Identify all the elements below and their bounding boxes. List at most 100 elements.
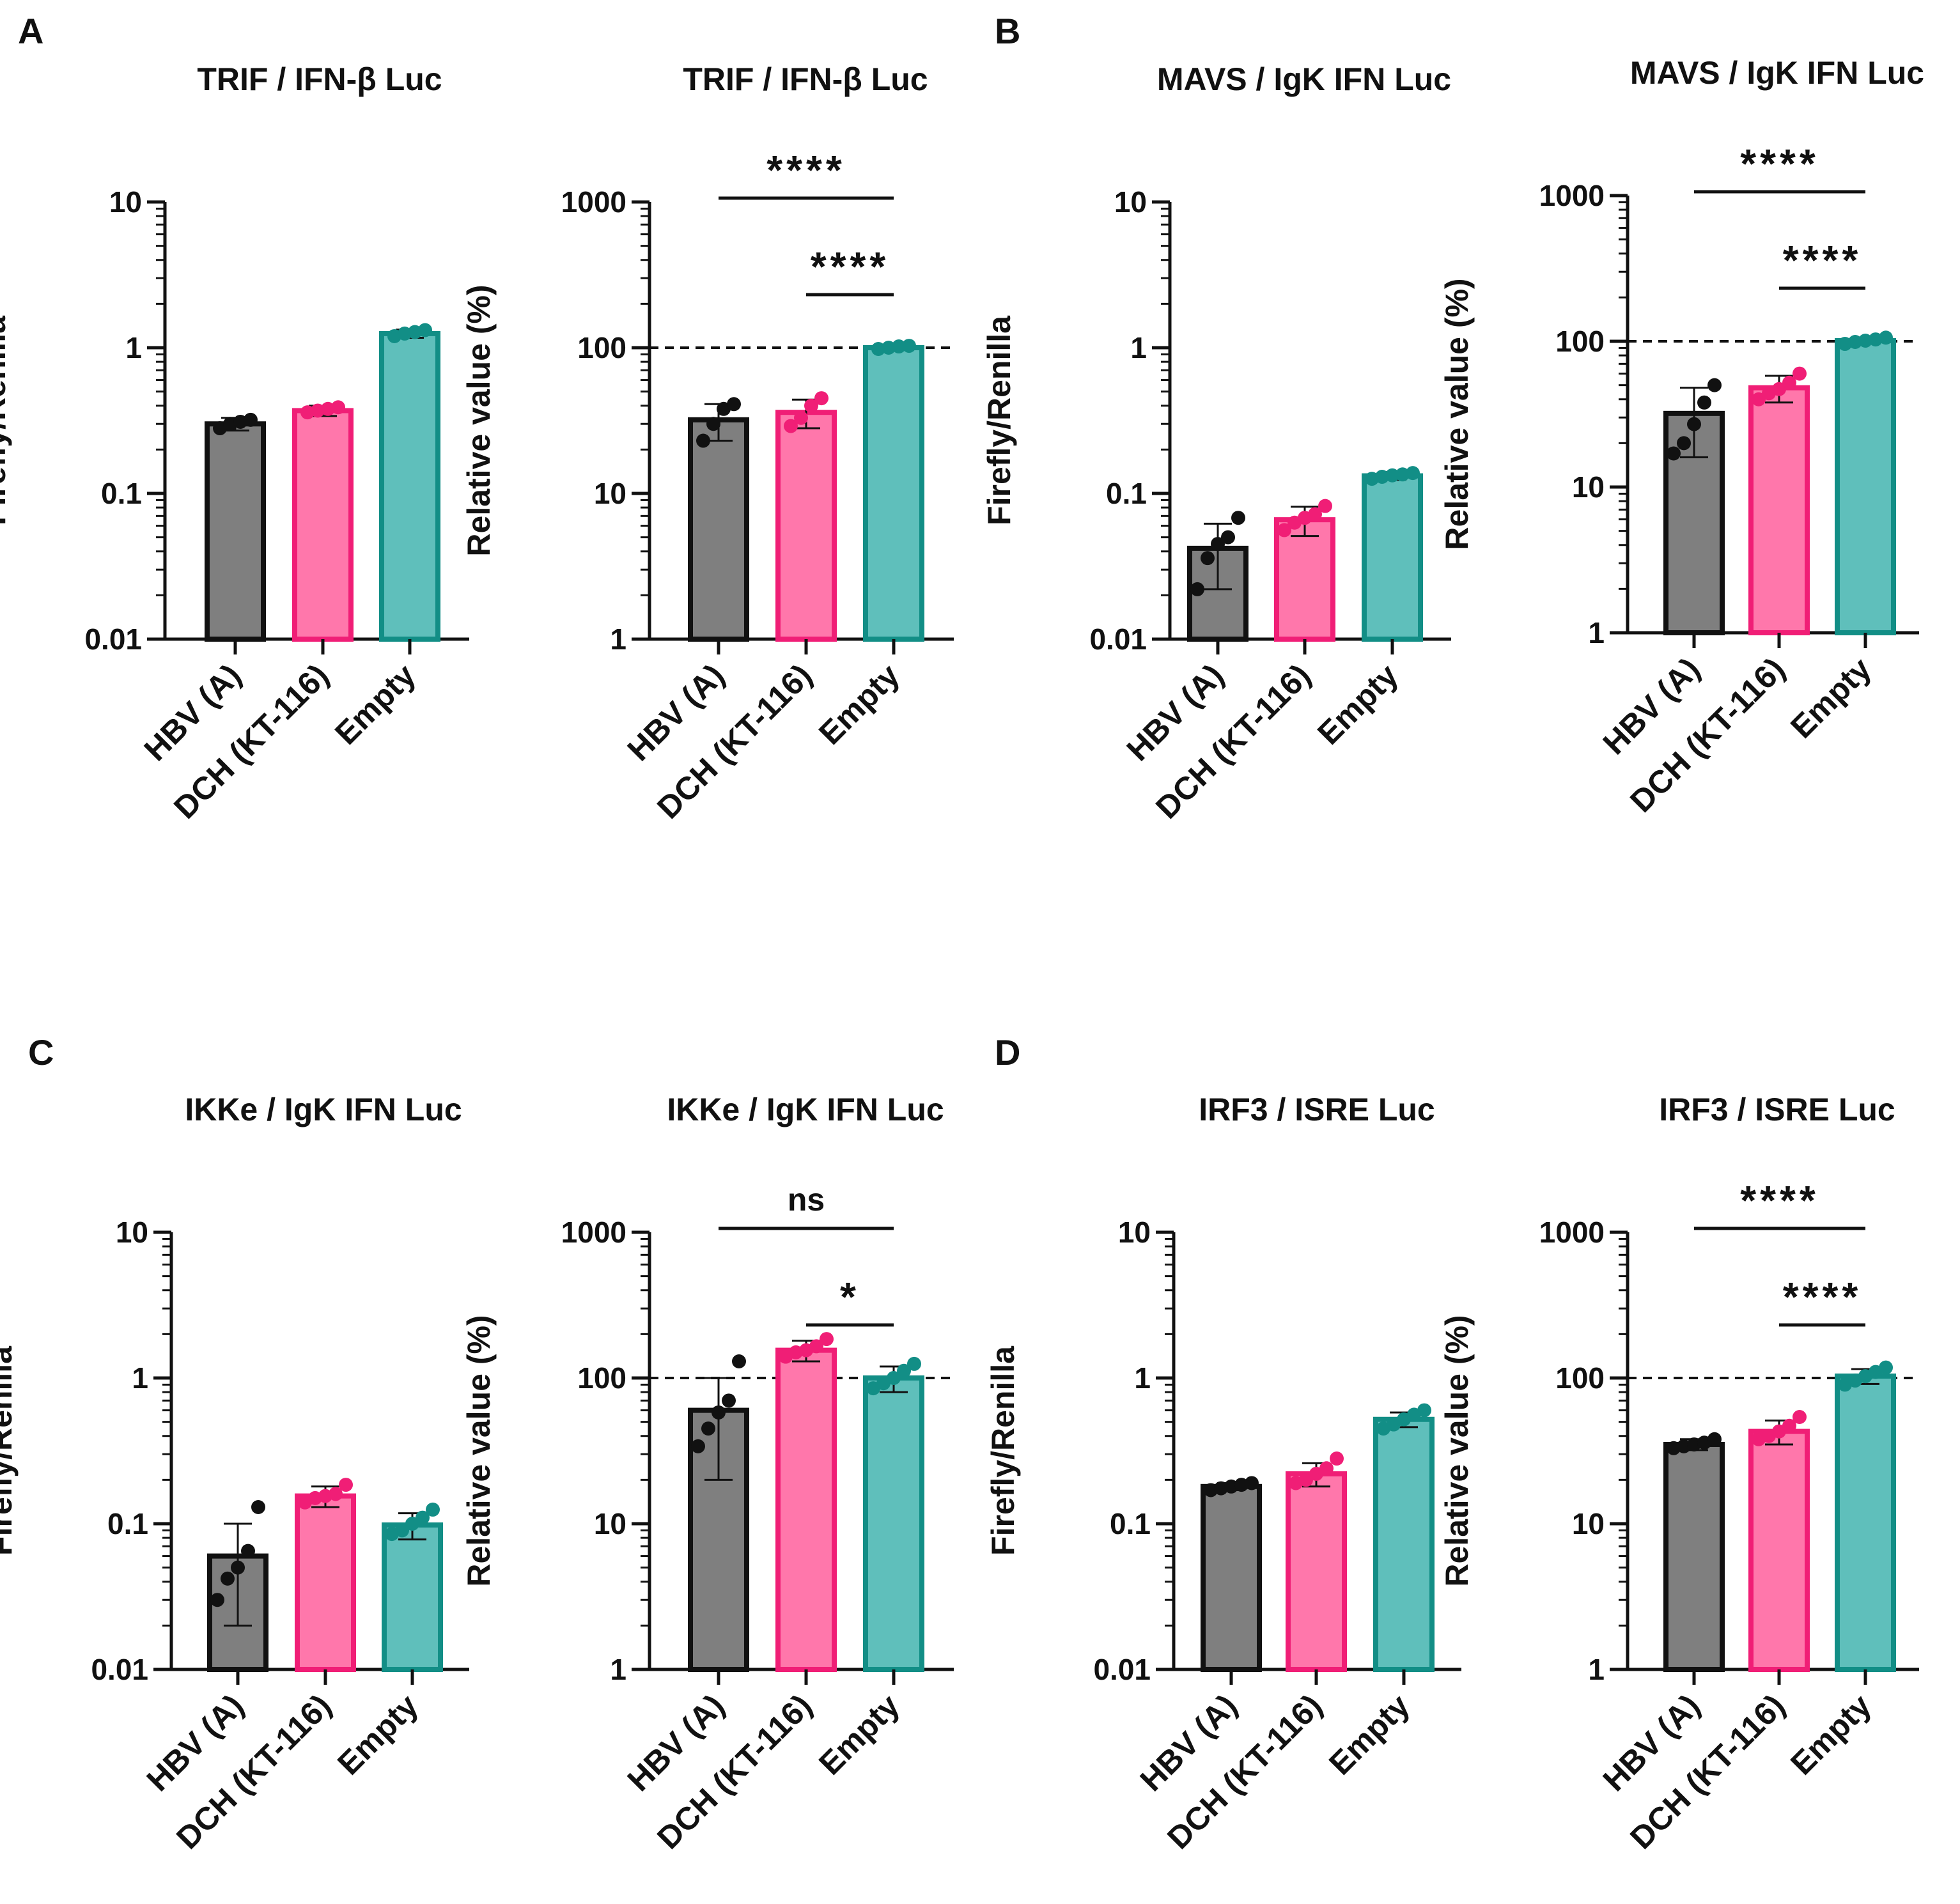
x-tick-label: DCH (KT-116) xyxy=(169,1687,338,1856)
bar-1 xyxy=(1274,517,1335,642)
bar-0 xyxy=(1201,1483,1262,1672)
y-tick-label: 0.01 xyxy=(84,623,142,656)
bar-2 xyxy=(863,1375,924,1672)
data-point xyxy=(1221,530,1235,545)
x-tick-label: Empty xyxy=(1322,1687,1417,1782)
bar-1 xyxy=(1748,385,1810,635)
bar-2 xyxy=(1362,473,1423,642)
y-tick-label: 1 xyxy=(132,1361,148,1395)
y-axis-label: Firefly/Renilla xyxy=(0,315,12,525)
significance-label: **** xyxy=(766,147,846,193)
bar-2 xyxy=(382,1522,443,1673)
chart-title: MAVS / IgK IFN Luc xyxy=(1157,61,1451,97)
significance-label: **** xyxy=(1740,141,1819,187)
chart-D-relative: IRF3 / ISRE Luc Relative value (%) 1 10 100 1… xyxy=(1439,1092,1919,1856)
y-axis-label: Relative value (%) xyxy=(1439,278,1475,550)
data-point xyxy=(732,1354,746,1369)
data-point xyxy=(416,1510,430,1525)
chart-title: TRIF / IFN-β Luc xyxy=(683,61,928,97)
y-axis-label: Firefly/Renilla xyxy=(981,315,1017,525)
x-tick-label: Empty xyxy=(1311,657,1405,752)
data-point xyxy=(1677,436,1691,451)
data-point xyxy=(1245,1476,1259,1490)
data-point xyxy=(1697,395,1711,410)
data-point xyxy=(871,342,885,357)
data-point xyxy=(231,1560,245,1575)
data-point xyxy=(1667,446,1681,461)
chart-title: IKKe / IgK IFN Luc xyxy=(667,1092,944,1127)
data-point xyxy=(892,339,906,354)
x-tick-label: Empty xyxy=(1784,651,1878,745)
y-tick-label: 1000 xyxy=(1539,1216,1605,1249)
data-point xyxy=(727,397,741,412)
y-tick-label: 0.01 xyxy=(91,1653,148,1686)
data-point xyxy=(814,391,828,406)
y-tick-label: 1 xyxy=(1130,331,1147,364)
y-tick-label: 1 xyxy=(610,623,626,656)
chart-B-relative: MAVS / IgK IFN Luc Relative value (%) 1 10 1… xyxy=(1439,55,1924,819)
y-tick-label: 10 xyxy=(1118,1216,1151,1249)
y-tick-label: 100 xyxy=(577,1361,626,1395)
chart-C-absolute: IKKe / IgK IFN Luc Firefly/Renilla 0.01 0.1… xyxy=(0,1092,469,1856)
data-point xyxy=(1782,1418,1796,1433)
chart-title: IRF3 / ISRE Luc xyxy=(1659,1092,1895,1127)
y-tick-label: 1000 xyxy=(561,1216,626,1249)
bar-2 xyxy=(1835,338,1896,635)
bar-2 xyxy=(863,345,924,642)
x-tick-label: DCH (KT-116) xyxy=(650,657,819,826)
data-point xyxy=(1772,382,1786,396)
x-tick-label: Empty xyxy=(812,657,906,752)
data-point xyxy=(244,412,258,427)
data-point xyxy=(426,1502,440,1517)
data-point xyxy=(251,1500,265,1515)
data-point xyxy=(1848,334,1862,349)
data-point xyxy=(1687,417,1701,431)
chart-D-absolute: IRF3 / ISRE Luc Firefly/Renilla 0.01 0.1 1 10… xyxy=(985,1092,1461,1856)
y-axis-label: Firefly/Renilla xyxy=(985,1345,1021,1556)
data-point xyxy=(405,1517,419,1531)
data-point xyxy=(1318,499,1332,513)
y-tick-label: 100 xyxy=(577,331,626,364)
data-point xyxy=(1417,1403,1431,1418)
data-point xyxy=(1299,1473,1313,1487)
bar-0 xyxy=(688,417,749,642)
bar-2 xyxy=(1373,1416,1435,1672)
data-point xyxy=(1752,392,1766,406)
data-point xyxy=(820,1332,834,1347)
data-point xyxy=(1858,334,1872,348)
y-tick-label: 10 xyxy=(1114,185,1147,219)
bar-1 xyxy=(1286,1471,1347,1673)
significance-label: ns xyxy=(788,1182,825,1218)
bar-0 xyxy=(1663,1441,1725,1672)
bar-2 xyxy=(1835,1374,1896,1672)
y-tick-label: 1 xyxy=(610,1653,626,1686)
data-point xyxy=(329,1487,343,1501)
data-point xyxy=(241,1544,255,1558)
x-tick-label: DCH (KT-116) xyxy=(1623,651,1792,819)
y-tick-label: 1 xyxy=(1588,616,1605,649)
panel-letter: D xyxy=(995,1032,1020,1072)
x-tick-label: DCH (KT-116) xyxy=(650,1687,819,1856)
y-tick-label: 0.01 xyxy=(1093,1653,1151,1686)
data-point xyxy=(1707,378,1722,392)
y-tick-label: 10 xyxy=(594,477,626,510)
y-tick-label: 0.1 xyxy=(107,1507,148,1540)
data-point xyxy=(221,1571,235,1586)
bar-0 xyxy=(205,421,266,642)
x-tick-label: Empty xyxy=(812,1687,906,1782)
data-point xyxy=(1879,330,1893,345)
data-point xyxy=(1277,523,1291,538)
data-point xyxy=(1231,511,1245,525)
data-point xyxy=(1211,537,1225,552)
x-tick-label: DCH (KT-116) xyxy=(167,657,336,826)
significance-label: **** xyxy=(1783,1274,1862,1320)
data-point xyxy=(1201,551,1215,566)
x-tick-label: DCH (KT-116) xyxy=(1623,1687,1792,1856)
y-axis-label: Firefly/Renilla xyxy=(0,1345,19,1556)
data-point xyxy=(418,323,432,337)
data-point xyxy=(1330,1451,1344,1466)
data-point xyxy=(902,339,916,353)
y-tick-label: 10 xyxy=(1572,470,1605,504)
x-tick-label: Empty xyxy=(328,657,423,752)
data-point xyxy=(887,1371,901,1385)
